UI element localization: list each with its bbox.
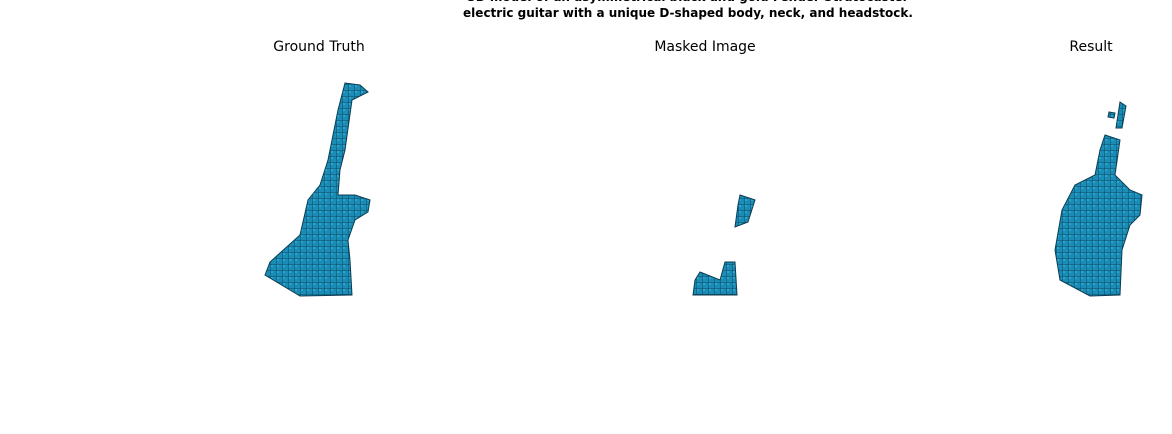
result-voxels	[1054, 101, 1143, 297]
panel-title: Ground Truth	[273, 39, 364, 55]
ground-truth-voxels	[264, 82, 371, 297]
panel-title: Masked Image	[654, 39, 755, 55]
figure-title-line: 3D model of an asymmetrical black and go…	[467, 0, 908, 4]
figure-title-line: electric guitar with a unique D-shaped b…	[463, 6, 913, 20]
panel-title: Result	[1069, 39, 1113, 55]
masked-voxels	[692, 194, 756, 296]
